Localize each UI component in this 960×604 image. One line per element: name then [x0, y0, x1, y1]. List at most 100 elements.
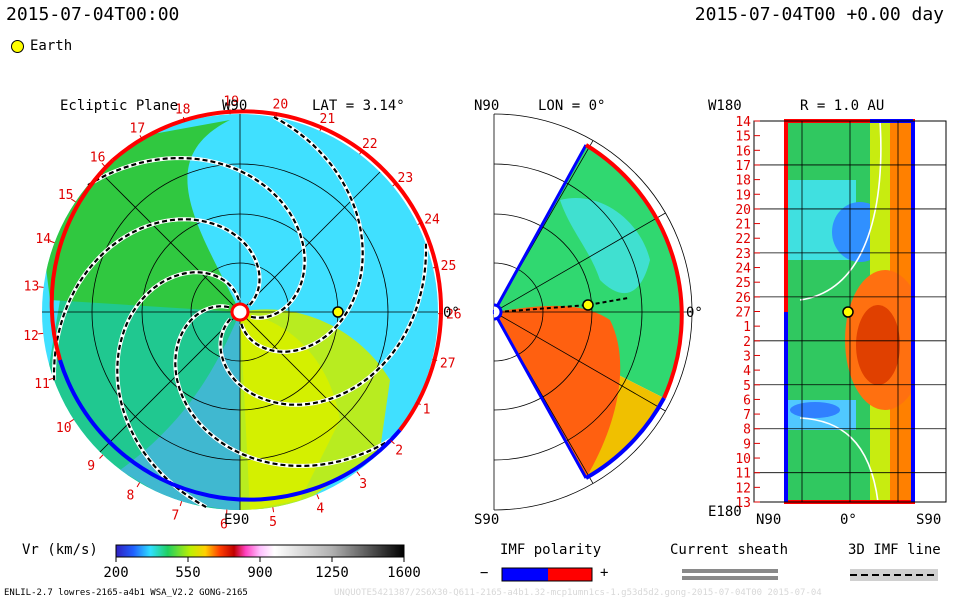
meridional-title: LON = 0° — [538, 98, 605, 114]
carrington-tick-mark — [99, 455, 102, 459]
colorbar-tick-label: 550 — [175, 565, 200, 581]
sphere-tick-label: 4 — [743, 364, 751, 379]
sphere-tick-label: 10 — [735, 452, 751, 467]
carrington-tick-mark — [357, 472, 360, 476]
imf-minus-label: − — [480, 565, 488, 581]
left-title: 2015-07-04T00:00 — [6, 4, 179, 25]
colorbar-gradient — [116, 545, 404, 557]
imf-negative-swatch — [502, 568, 548, 581]
sphere-carrington-ticks: 1415161718192021222324252627123456789101… — [735, 115, 760, 511]
sphere-red-core — [856, 305, 900, 385]
current-sheath-label: Current sheath — [670, 542, 788, 558]
imf3d-label: 3D IMF line — [848, 542, 941, 558]
sphere-tick-label: 26 — [735, 291, 751, 306]
ecliptic-right-label: 0° — [443, 305, 460, 321]
carrington-tick-label: 20 — [273, 98, 289, 113]
colorbar: 200 550 900 1250 1600 — [103, 545, 421, 581]
sphere-tick-label: 14 — [735, 115, 751, 130]
sphere-tick-label: 8 — [743, 423, 751, 438]
carrington-tick-mark — [180, 501, 181, 506]
carrington-tick-label: 25 — [441, 259, 457, 274]
earth-marker-meridional — [583, 300, 593, 310]
sphere-tick-label: 5 — [743, 379, 751, 394]
sphere-panel: 1415161718192021222324252627123456789101… — [708, 98, 946, 528]
sphere-tick-label: 11 — [735, 467, 751, 482]
colorbar-label: Vr (km/s) — [22, 542, 98, 558]
sheath-line-2 — [682, 576, 778, 580]
colorbar-tick-label: 1600 — [387, 565, 421, 581]
colorbar-tick-label: 900 — [247, 565, 272, 581]
carrington-tick-label: 1 — [423, 403, 431, 418]
carrington-tick-mark — [38, 333, 43, 334]
colorbar-tick-label: 200 — [103, 565, 128, 581]
sphere-tick-label: 23 — [735, 247, 751, 262]
carrington-tick-label: 22 — [362, 137, 378, 152]
carrington-tick-label: 17 — [130, 122, 146, 137]
sphere-tick-label: 25 — [735, 276, 751, 291]
ecliptic-top-label: W90 — [222, 98, 247, 114]
sphere-tick-label: 6 — [743, 393, 751, 408]
carrington-tick-mark — [317, 494, 319, 499]
model-footer: ENLIL-2.7 lowres-2165-a4b1 WSA_V2.2 GONG… — [4, 588, 248, 598]
carrington-tick-mark — [273, 507, 274, 512]
carrington-tick-label: 12 — [23, 329, 39, 344]
sphere-top-label: W180 — [708, 98, 742, 114]
imf-plus-label: + — [600, 565, 608, 581]
carrington-tick-label: 27 — [440, 357, 456, 372]
imf-polarity-legend — [502, 568, 592, 581]
imf-polarity-label: IMF polarity — [500, 542, 601, 558]
sphere-tick-label: 7 — [743, 408, 751, 423]
carrington-tick-label: 7 — [172, 509, 180, 524]
carrington-tick-label: 24 — [424, 212, 440, 227]
sphere-xtick-n90: N90 — [756, 512, 781, 528]
earth-marker-sphere — [843, 307, 853, 317]
sphere-blue-lower — [790, 402, 840, 418]
earth-legend-icon — [11, 40, 24, 53]
sphere-tick-label: 19 — [735, 188, 751, 203]
ecliptic-title: Ecliptic Plane — [60, 98, 178, 114]
colorbar-tick-label: 1250 — [315, 565, 349, 581]
sphere-tick-label: 17 — [735, 159, 751, 174]
earth-marker-ecliptic — [333, 307, 343, 317]
carrington-tick-mark — [137, 483, 140, 487]
carrington-tick-label: 3 — [359, 477, 367, 492]
sphere-xtick-0: 0° — [840, 512, 857, 528]
carrington-tick-mark — [39, 287, 44, 288]
sphere-title: R = 1.0 AU — [800, 98, 884, 114]
meridional-right-label: 0° — [686, 305, 703, 321]
sphere-tick-label: 27 — [735, 306, 751, 321]
carrington-tick-label: 10 — [56, 421, 72, 436]
sphere-tick-label: 21 — [735, 218, 751, 233]
sphere-tick-label: 12 — [735, 481, 751, 496]
sphere-tick-label: 3 — [743, 349, 751, 364]
imf-positive-swatch — [548, 568, 592, 581]
sphere-tick-label: 9 — [743, 437, 751, 452]
carrington-tick-label: 2 — [395, 444, 403, 459]
carrington-tick-label: 16 — [90, 151, 106, 166]
sphere-tick-label: 15 — [735, 130, 751, 145]
carrington-tick-label: 8 — [127, 489, 135, 504]
sphere-tick-label: 24 — [735, 262, 751, 277]
colorbar-ticks: 200 550 900 1250 1600 — [103, 557, 421, 581]
sphere-tick-label: 1 — [743, 320, 751, 335]
sphere-tick-label: 2 — [743, 335, 751, 350]
sun-marker — [232, 304, 248, 320]
carrington-tick-label: 4 — [316, 501, 324, 516]
carrington-tick-label: 21 — [320, 112, 336, 127]
carrington-tick-label: 9 — [87, 459, 95, 474]
sphere-tick-label: 20 — [735, 203, 751, 218]
carrington-tick-label: 11 — [34, 377, 50, 392]
sphere-bottom-label: E180 — [708, 504, 742, 520]
ecliptic-bottom-label: E90 — [224, 512, 249, 528]
right-title: 2015-07-04T00 +0.00 day — [695, 4, 944, 25]
meridional-sun-marker — [494, 305, 501, 319]
sphere-xtick-s90: S90 — [916, 512, 941, 528]
carrington-tick-label: 14 — [35, 232, 51, 247]
carrington-tick-label: 15 — [58, 188, 74, 203]
carrington-tick-label: 23 — [398, 171, 414, 186]
carrington-tick-label: 13 — [24, 280, 40, 295]
sphere-tick-label: 22 — [735, 232, 751, 247]
